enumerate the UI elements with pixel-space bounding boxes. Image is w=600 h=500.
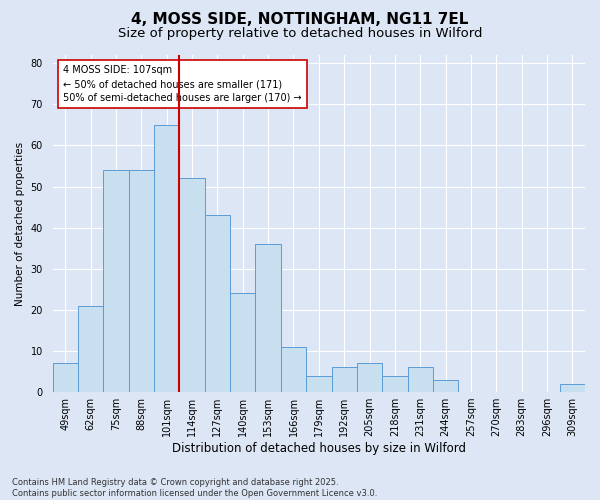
Bar bbox=[256, 244, 281, 392]
Bar bbox=[230, 294, 256, 392]
Bar bbox=[53, 364, 78, 392]
Bar bbox=[382, 376, 407, 392]
Bar bbox=[433, 380, 458, 392]
Bar bbox=[103, 170, 129, 392]
Bar bbox=[205, 216, 230, 392]
Y-axis label: Number of detached properties: Number of detached properties bbox=[15, 142, 25, 306]
Bar bbox=[78, 306, 103, 392]
Bar bbox=[179, 178, 205, 392]
X-axis label: Distribution of detached houses by size in Wilford: Distribution of detached houses by size … bbox=[172, 442, 466, 455]
Text: Contains HM Land Registry data © Crown copyright and database right 2025.
Contai: Contains HM Land Registry data © Crown c… bbox=[12, 478, 377, 498]
Text: Size of property relative to detached houses in Wilford: Size of property relative to detached ho… bbox=[118, 28, 482, 40]
Bar bbox=[560, 384, 585, 392]
Bar bbox=[306, 376, 332, 392]
Bar bbox=[281, 347, 306, 392]
Bar bbox=[407, 368, 433, 392]
Bar bbox=[129, 170, 154, 392]
Bar bbox=[357, 364, 382, 392]
Bar bbox=[332, 368, 357, 392]
Text: 4, MOSS SIDE, NOTTINGHAM, NG11 7EL: 4, MOSS SIDE, NOTTINGHAM, NG11 7EL bbox=[131, 12, 469, 28]
Bar bbox=[154, 125, 179, 392]
Text: 4 MOSS SIDE: 107sqm
← 50% of detached houses are smaller (171)
50% of semi-detac: 4 MOSS SIDE: 107sqm ← 50% of detached ho… bbox=[63, 65, 302, 103]
